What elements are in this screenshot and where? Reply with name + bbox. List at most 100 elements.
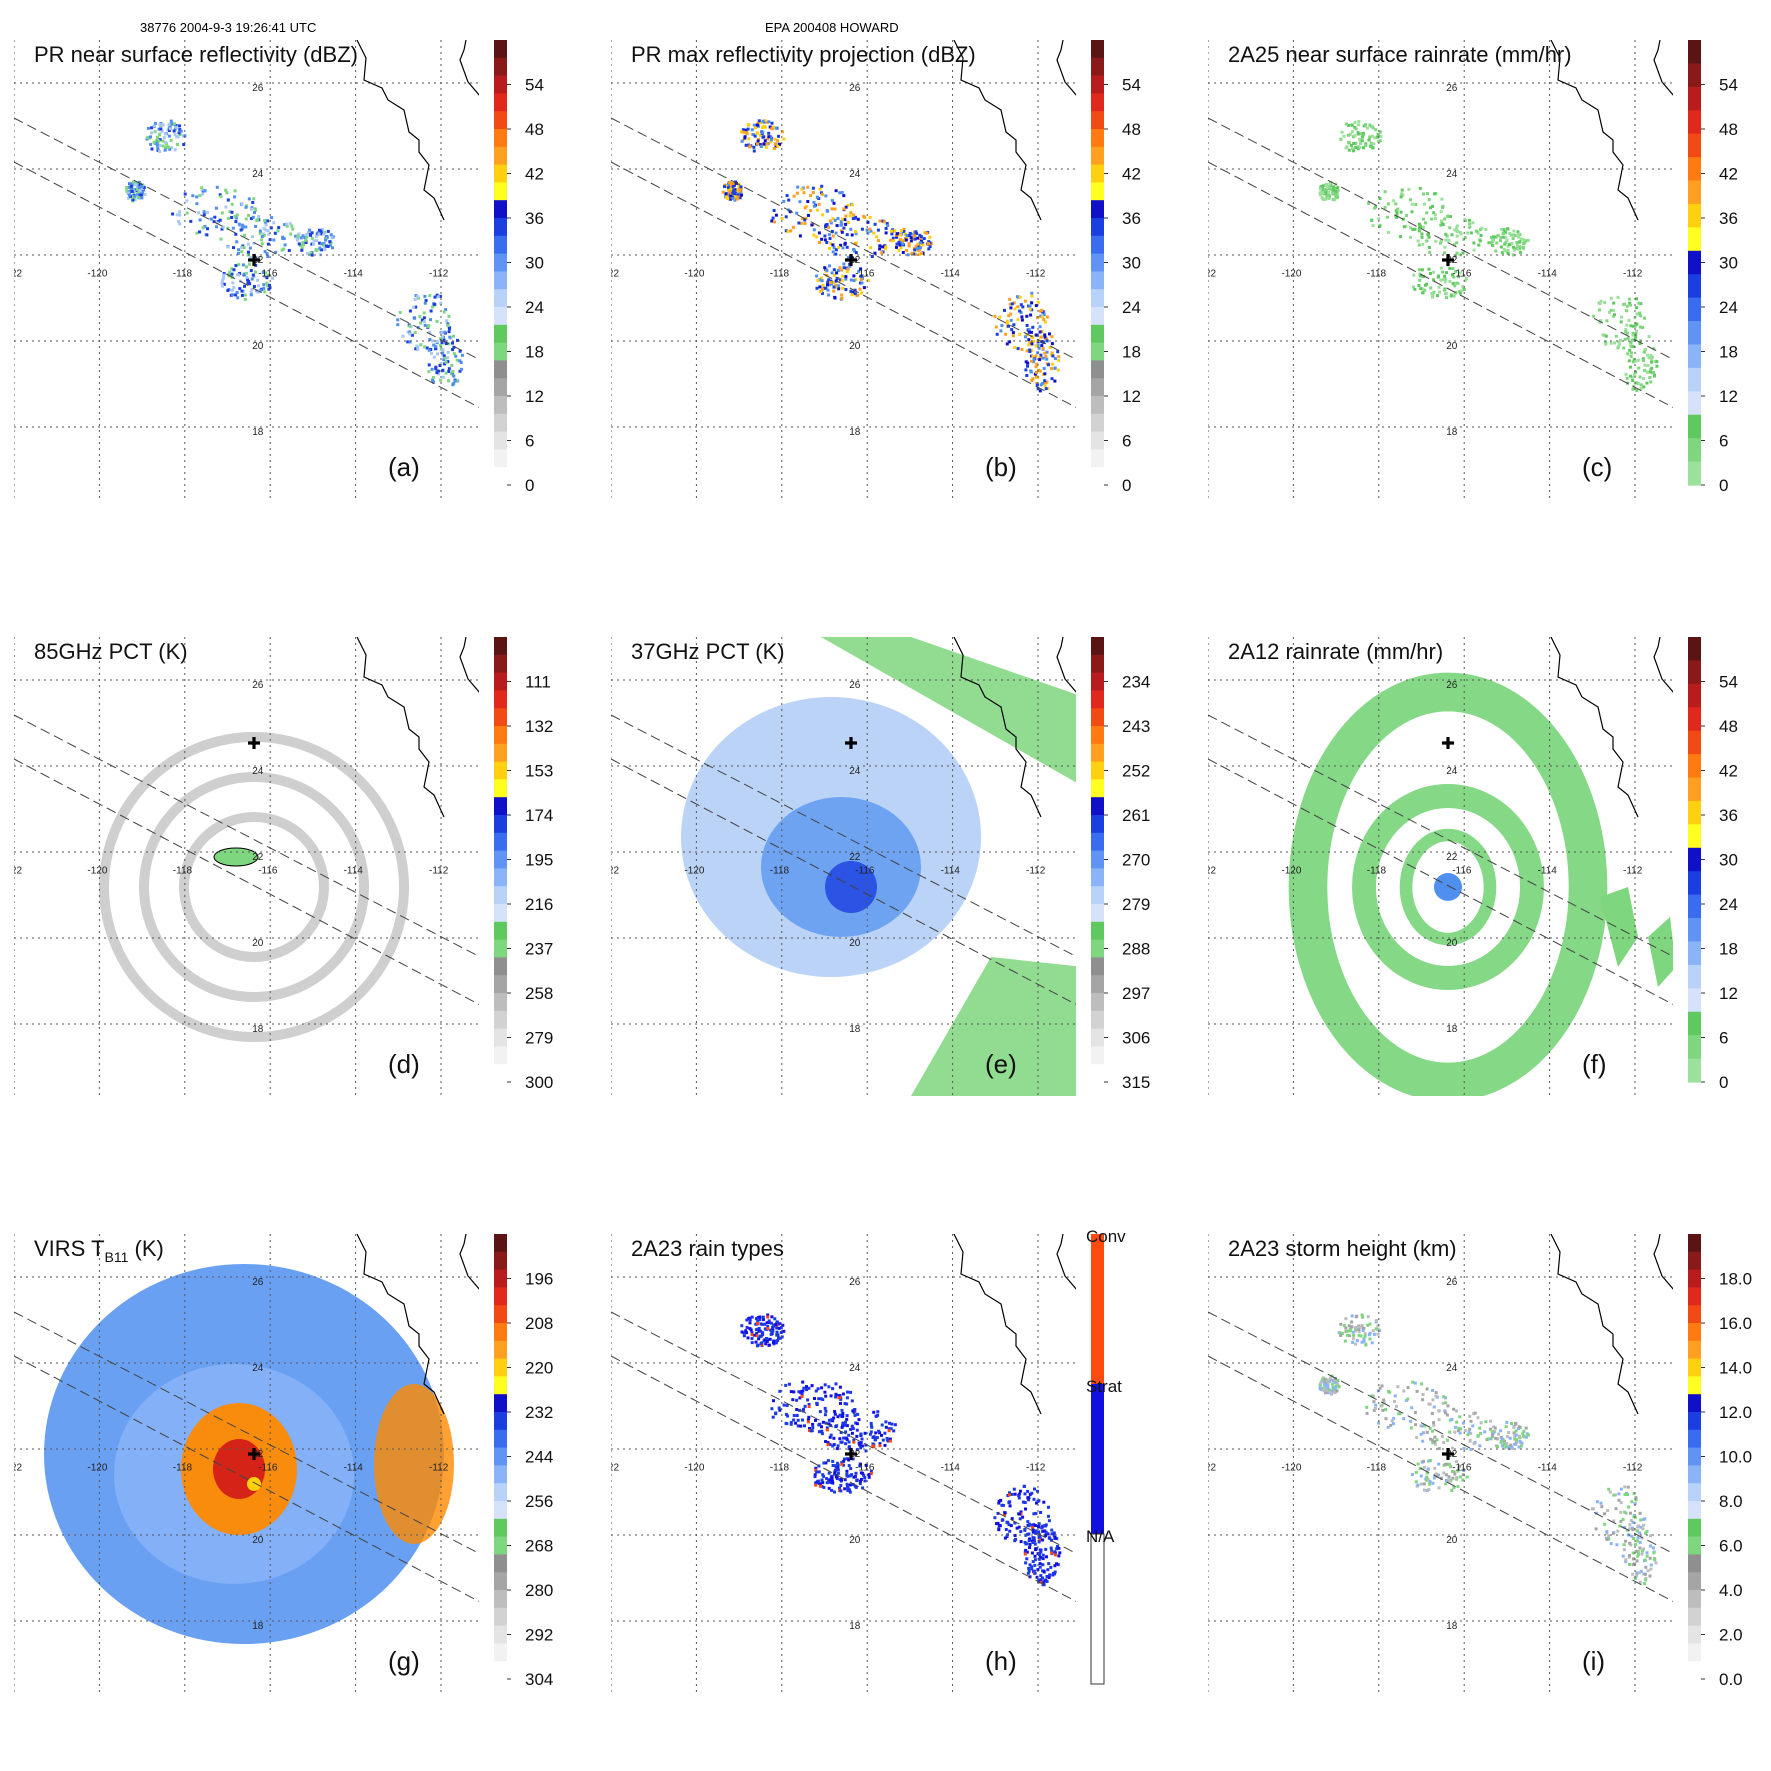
echo-pixel — [1618, 342, 1622, 346]
echo-pixel — [1492, 235, 1495, 239]
colorbar-segment — [1091, 1010, 1104, 1030]
stratiform-pixel — [1001, 1503, 1005, 1507]
echo-pixel — [234, 216, 238, 220]
stratiform-pixel — [1052, 1531, 1056, 1535]
echo-pixel — [1350, 146, 1354, 150]
stratiform-pixel — [820, 1429, 824, 1433]
echo-pixel — [242, 246, 246, 250]
echo-pixel — [1500, 1437, 1504, 1441]
echo-pixel — [1025, 314, 1029, 318]
echo-pixel — [1340, 130, 1344, 134]
colorbar-segment — [1688, 367, 1701, 392]
echo-pixel — [455, 358, 459, 362]
echo-pixel — [230, 272, 234, 276]
echo-pixel — [269, 226, 273, 230]
stratiform-pixel — [800, 1389, 804, 1393]
echo-pixel — [221, 284, 224, 288]
colorbar-tick-label: 208 — [525, 1314, 553, 1333]
echo-pixel — [1432, 270, 1436, 274]
echo-pixel — [1038, 325, 1042, 329]
stratiform-pixel — [1046, 1568, 1050, 1572]
echo-pixel — [1025, 374, 1029, 377]
echo-pixel — [1511, 237, 1515, 240]
echo-pixel — [1628, 1523, 1632, 1527]
echo-pixel — [1010, 328, 1014, 332]
colorbar-segment — [1091, 378, 1104, 397]
echo-pixel — [262, 233, 266, 237]
echo-pixel — [1526, 1433, 1530, 1437]
echo-pixel — [1421, 1398, 1425, 1402]
colorbar-segment — [1091, 886, 1104, 905]
echo-pixel — [1455, 1477, 1459, 1481]
echo-pixel — [1011, 331, 1015, 335]
echo-pixel — [1327, 1388, 1331, 1392]
swath-edge-north — [1208, 1311, 1673, 1554]
echo-pixel — [900, 229, 904, 233]
echo-pixel — [442, 354, 446, 358]
stratiform-pixel — [1021, 1515, 1025, 1519]
convective-pixel — [1050, 1551, 1054, 1555]
stratiform-pixel — [1040, 1526, 1044, 1530]
stratiform-pixel — [1027, 1532, 1031, 1536]
stratiform-pixel — [1047, 1505, 1050, 1509]
echo-pixel — [842, 266, 846, 270]
stratiform-pixel — [770, 1315, 774, 1319]
echo-pixel — [252, 241, 256, 245]
echo-pixel — [835, 271, 839, 275]
echo-pixel — [1425, 1387, 1429, 1391]
echo-pixel — [820, 287, 824, 291]
colorbar-segment — [1091, 93, 1104, 112]
stratiform-pixel — [838, 1486, 841, 1490]
echo-pixel — [1334, 1386, 1337, 1390]
stratiform-pixel — [1028, 1542, 1032, 1546]
stratiform-pixel — [1045, 1575, 1049, 1578]
echo-pixel — [1357, 120, 1361, 123]
echo-pixel — [1343, 1339, 1347, 1343]
echo-pixel — [1480, 226, 1484, 230]
lat-tick-label: 16 — [849, 513, 861, 524]
echo-pixel — [182, 143, 186, 146]
echo-pixel — [127, 186, 131, 189]
echo-pixel — [222, 272, 226, 275]
echo-pixel — [1605, 319, 1609, 323]
stratiform-pixel — [847, 1433, 851, 1437]
colorbar-segment — [494, 1607, 507, 1627]
stratiform-pixel — [820, 1432, 824, 1436]
colorbar-tick-label: 300 — [525, 1073, 553, 1092]
echo-pixel — [1622, 1548, 1626, 1552]
echo-pixel — [1649, 1567, 1653, 1571]
stratiform-pixel — [869, 1424, 873, 1428]
echo-pixel — [1446, 1438, 1449, 1442]
colorbar-segment — [1688, 1234, 1701, 1253]
stratiform-pixel — [750, 1331, 754, 1335]
stratiform-pixel — [837, 1394, 841, 1398]
echo-pixel — [723, 185, 726, 189]
colorbar-segment — [1091, 1028, 1104, 1047]
echo-pixel — [214, 206, 218, 210]
echo-pixel — [828, 247, 831, 250]
echo-pixel — [1640, 1552, 1644, 1556]
echo-pixel — [1012, 301, 1016, 305]
echo-pixel — [1374, 128, 1378, 132]
echo-pixel — [1413, 1381, 1417, 1385]
echo-pixel — [300, 248, 304, 252]
echo-pixel — [1618, 1524, 1622, 1528]
stratiform-pixel — [845, 1417, 849, 1421]
echo-pixel — [173, 148, 177, 152]
echo-pixel — [809, 209, 813, 213]
stratiform-pixel — [814, 1466, 818, 1470]
echo-pixel — [1476, 1434, 1480, 1438]
echo-pixel — [728, 181, 732, 185]
echo-pixel — [283, 223, 287, 227]
panel-label: (f) — [1582, 1049, 1607, 1079]
echo-pixel — [1512, 1425, 1516, 1429]
echo-pixel — [1507, 1431, 1511, 1434]
echo-pixel — [159, 127, 163, 131]
convective-pixel — [1038, 1538, 1042, 1542]
echo-pixel — [243, 284, 246, 288]
echo-pixel — [163, 140, 167, 144]
echo-pixel — [1467, 1430, 1471, 1434]
stratiform-pixel — [858, 1479, 862, 1483]
stratiform-pixel — [822, 1461, 826, 1465]
